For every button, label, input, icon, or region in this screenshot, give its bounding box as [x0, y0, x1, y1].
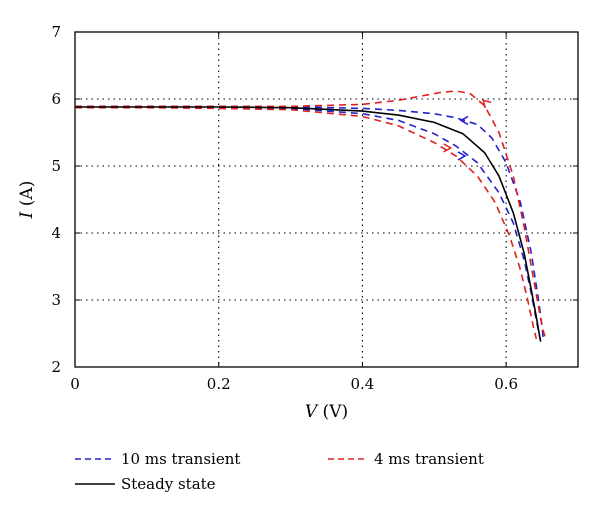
- axes-ticks: 0 0.2 0.4 0.6 2 3 4 5 6 7: [51, 23, 578, 393]
- series-2-curve-0: [75, 106, 542, 342]
- legend-swatch-4ms: [328, 458, 368, 460]
- grid: [75, 32, 578, 367]
- series-1-curve-0: [75, 90, 547, 340]
- y-axis-label: I (A): [17, 181, 37, 220]
- series-0-curve-0: [75, 105, 545, 342]
- legend-swatch-10ms: [75, 458, 115, 460]
- legend-label-steady: Steady state: [121, 475, 216, 493]
- x-tick-label: 0.2: [207, 375, 231, 393]
- curves: [75, 90, 547, 342]
- legend-label-4ms: 4 ms transient: [374, 450, 484, 468]
- direction-arrow: [482, 99, 492, 109]
- y-tick-label: 7: [51, 23, 61, 41]
- legend-item-4ms: 4 ms transient: [328, 450, 484, 468]
- y-axis-var: I: [17, 211, 37, 219]
- x-tick-label: 0.6: [494, 375, 518, 393]
- direction-arrow: [457, 151, 467, 161]
- y-tick-label: 3: [51, 291, 61, 309]
- x-tick-label: 0: [70, 375, 80, 393]
- legend-swatch-steady: [75, 483, 115, 485]
- x-axis-label: V (V): [305, 402, 348, 422]
- y-tick-label: 2: [51, 358, 61, 376]
- y-tick-label: 5: [51, 157, 61, 175]
- direction-arrow: [443, 143, 453, 153]
- y-axis-unit: (A): [17, 181, 37, 212]
- x-axis-unit: (V): [317, 402, 348, 422]
- plot-area: [74, 31, 579, 368]
- y-tick-label: 4: [51, 224, 61, 242]
- legend-item-10ms: 10 ms transient: [75, 450, 240, 468]
- y-tick-label: 6: [51, 90, 61, 108]
- series-0-curve-1: [75, 106, 542, 342]
- x-axis-var: V: [305, 402, 319, 422]
- legend-item-steady: Steady state: [75, 475, 216, 493]
- direction-arrow: [459, 115, 469, 126]
- x-tick-label: 0.4: [350, 375, 374, 393]
- series-1-curve-1: [75, 106, 538, 340]
- legend-label-10ms: 10 ms transient: [121, 450, 241, 468]
